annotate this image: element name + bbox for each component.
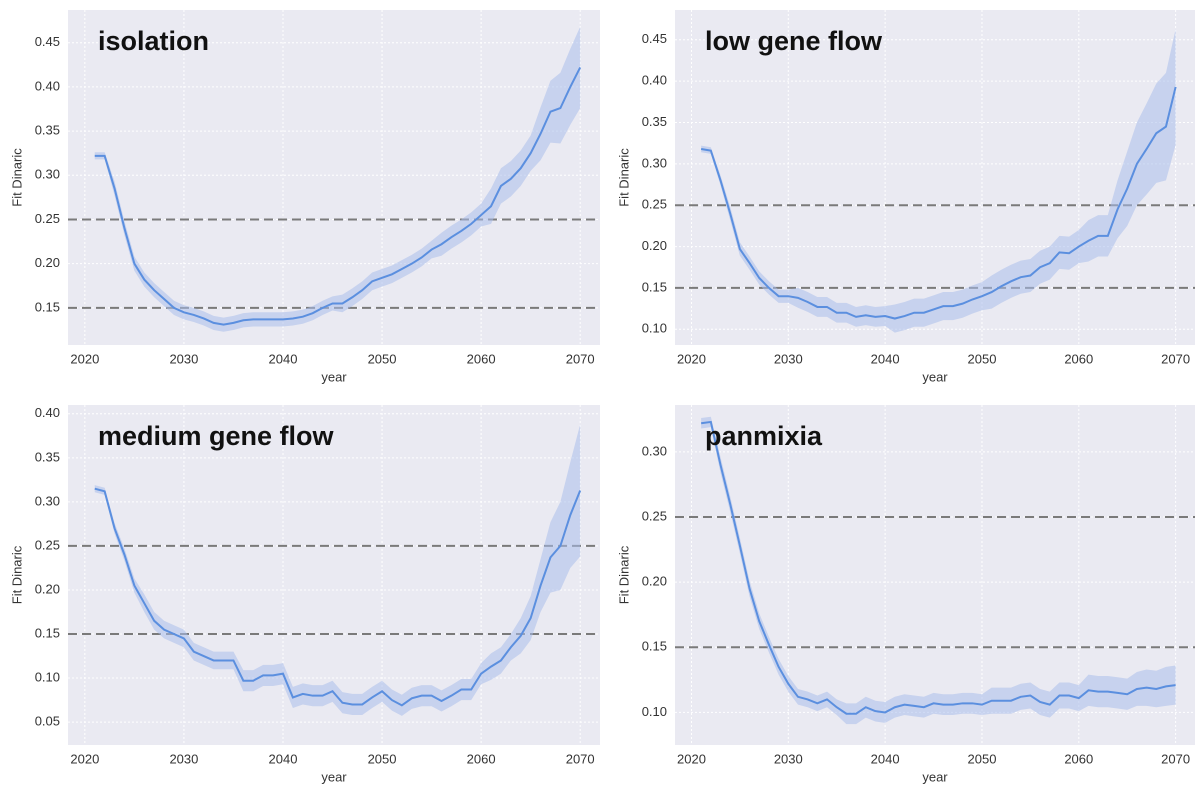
panel-title: low gene flow bbox=[705, 26, 883, 56]
y-tick-label: 0.20 bbox=[35, 581, 60, 596]
y-tick-label: 0.30 bbox=[642, 155, 667, 170]
x-tick-label: 2070 bbox=[1161, 751, 1190, 766]
y-axis-label: Fit Dinaric bbox=[616, 545, 631, 604]
line bbox=[700, 86, 1177, 320]
y-tick-label: 0.45 bbox=[35, 34, 60, 49]
x-tick-label: 2040 bbox=[871, 351, 900, 366]
y-tick-label: 0.45 bbox=[642, 31, 667, 46]
x-axis-label: year bbox=[321, 369, 347, 384]
x-tick-label: 2020 bbox=[70, 751, 99, 766]
y-tick-label: 0.25 bbox=[642, 197, 667, 212]
y-tick-label: 0.35 bbox=[35, 449, 60, 464]
x-tick-label: 2020 bbox=[70, 351, 99, 366]
y-tick-label: 0.30 bbox=[642, 443, 667, 458]
y-tick-label: 0.30 bbox=[35, 167, 60, 182]
subplot: 0.10 0.15 0.20 0.25 0.30 0.35 0.40 0.45 2020 2030… bbox=[616, 10, 1195, 384]
y-tick-label: 0.20 bbox=[642, 238, 667, 253]
panel-title: isolation bbox=[98, 26, 209, 56]
y-tick-label: 0.40 bbox=[35, 405, 60, 420]
y-tick-label: 0.15 bbox=[642, 279, 667, 294]
y-tick-label: 0.10 bbox=[35, 669, 60, 684]
x-tick-label: 2070 bbox=[566, 351, 595, 366]
y-tick-label: 0.40 bbox=[642, 73, 667, 88]
y-tick-label: 0.35 bbox=[35, 123, 60, 138]
x-tick-label: 2020 bbox=[677, 351, 706, 366]
subplot: 0.05 0.10 0.15 0.20 0.25 0.30 0.35 0.40 2020 2030… bbox=[9, 405, 600, 784]
x-tick-label: 2040 bbox=[269, 351, 298, 366]
y-tick-label: 0.10 bbox=[642, 704, 667, 719]
x-axis-label: year bbox=[321, 769, 347, 784]
y-tick-label: 0.20 bbox=[35, 255, 60, 270]
x-tick-label: 2030 bbox=[774, 751, 803, 766]
x-tick-label: 2060 bbox=[467, 751, 496, 766]
x-tick-label: 2060 bbox=[1064, 751, 1093, 766]
x-tick-label: 2060 bbox=[1064, 351, 1093, 366]
x-tick-label: 2050 bbox=[368, 751, 397, 766]
y-tick-label: 0.05 bbox=[35, 714, 60, 729]
y-tick-label: 0.40 bbox=[35, 78, 60, 93]
plot-area bbox=[675, 10, 1195, 345]
y-tick-label: 0.30 bbox=[35, 493, 60, 508]
x-tick-label: 2050 bbox=[968, 351, 997, 366]
x-tick-label: 2040 bbox=[871, 751, 900, 766]
x-tick-label: 2050 bbox=[368, 351, 397, 366]
y-tick-label: 0.35 bbox=[642, 114, 667, 129]
x-tick-label: 2050 bbox=[968, 751, 997, 766]
x-tick-label: 2030 bbox=[169, 351, 198, 366]
line bbox=[94, 487, 582, 707]
panel-title: panmixia bbox=[705, 421, 823, 451]
y-tick-label: 0.25 bbox=[35, 211, 60, 226]
y-axis-label: Fit Dinaric bbox=[616, 148, 631, 207]
line bbox=[701, 420, 1176, 715]
x-axis-label: year bbox=[922, 369, 948, 384]
y-tick-label: 0.15 bbox=[642, 639, 667, 654]
y-axis-label: Fit Dinaric bbox=[9, 148, 24, 207]
y-tick-label: 0.25 bbox=[642, 508, 667, 523]
x-tick-label: 2020 bbox=[677, 751, 706, 766]
subplot: 0.10 0.15 0.20 0.25 0.30 2020 2030 2040 2050 2060… bbox=[616, 405, 1195, 784]
confidence-band bbox=[701, 29, 1176, 333]
y-tick-label: 0.15 bbox=[35, 299, 60, 314]
y-tick-label: 0.20 bbox=[642, 574, 667, 589]
x-tick-label: 2070 bbox=[1161, 351, 1190, 366]
x-tick-label: 2030 bbox=[169, 751, 198, 766]
line bbox=[94, 66, 582, 326]
y-tick-label: 0.10 bbox=[642, 321, 667, 336]
y-tick-label: 0.25 bbox=[35, 537, 60, 552]
x-axis-label: year bbox=[922, 769, 948, 784]
y-axis-label: Fit Dinaric bbox=[9, 545, 24, 604]
y-tick-label: 0.15 bbox=[35, 625, 60, 640]
x-tick-label: 2030 bbox=[774, 351, 803, 366]
panel-title: medium gene flow bbox=[98, 421, 335, 451]
x-tick-label: 2070 bbox=[566, 751, 595, 766]
subplot: 0.15 0.20 0.25 0.30 0.35 0.40 0.45 2020 2030 2040… bbox=[9, 10, 600, 384]
x-tick-label: 2040 bbox=[269, 751, 298, 766]
x-tick-label: 2060 bbox=[467, 351, 496, 366]
